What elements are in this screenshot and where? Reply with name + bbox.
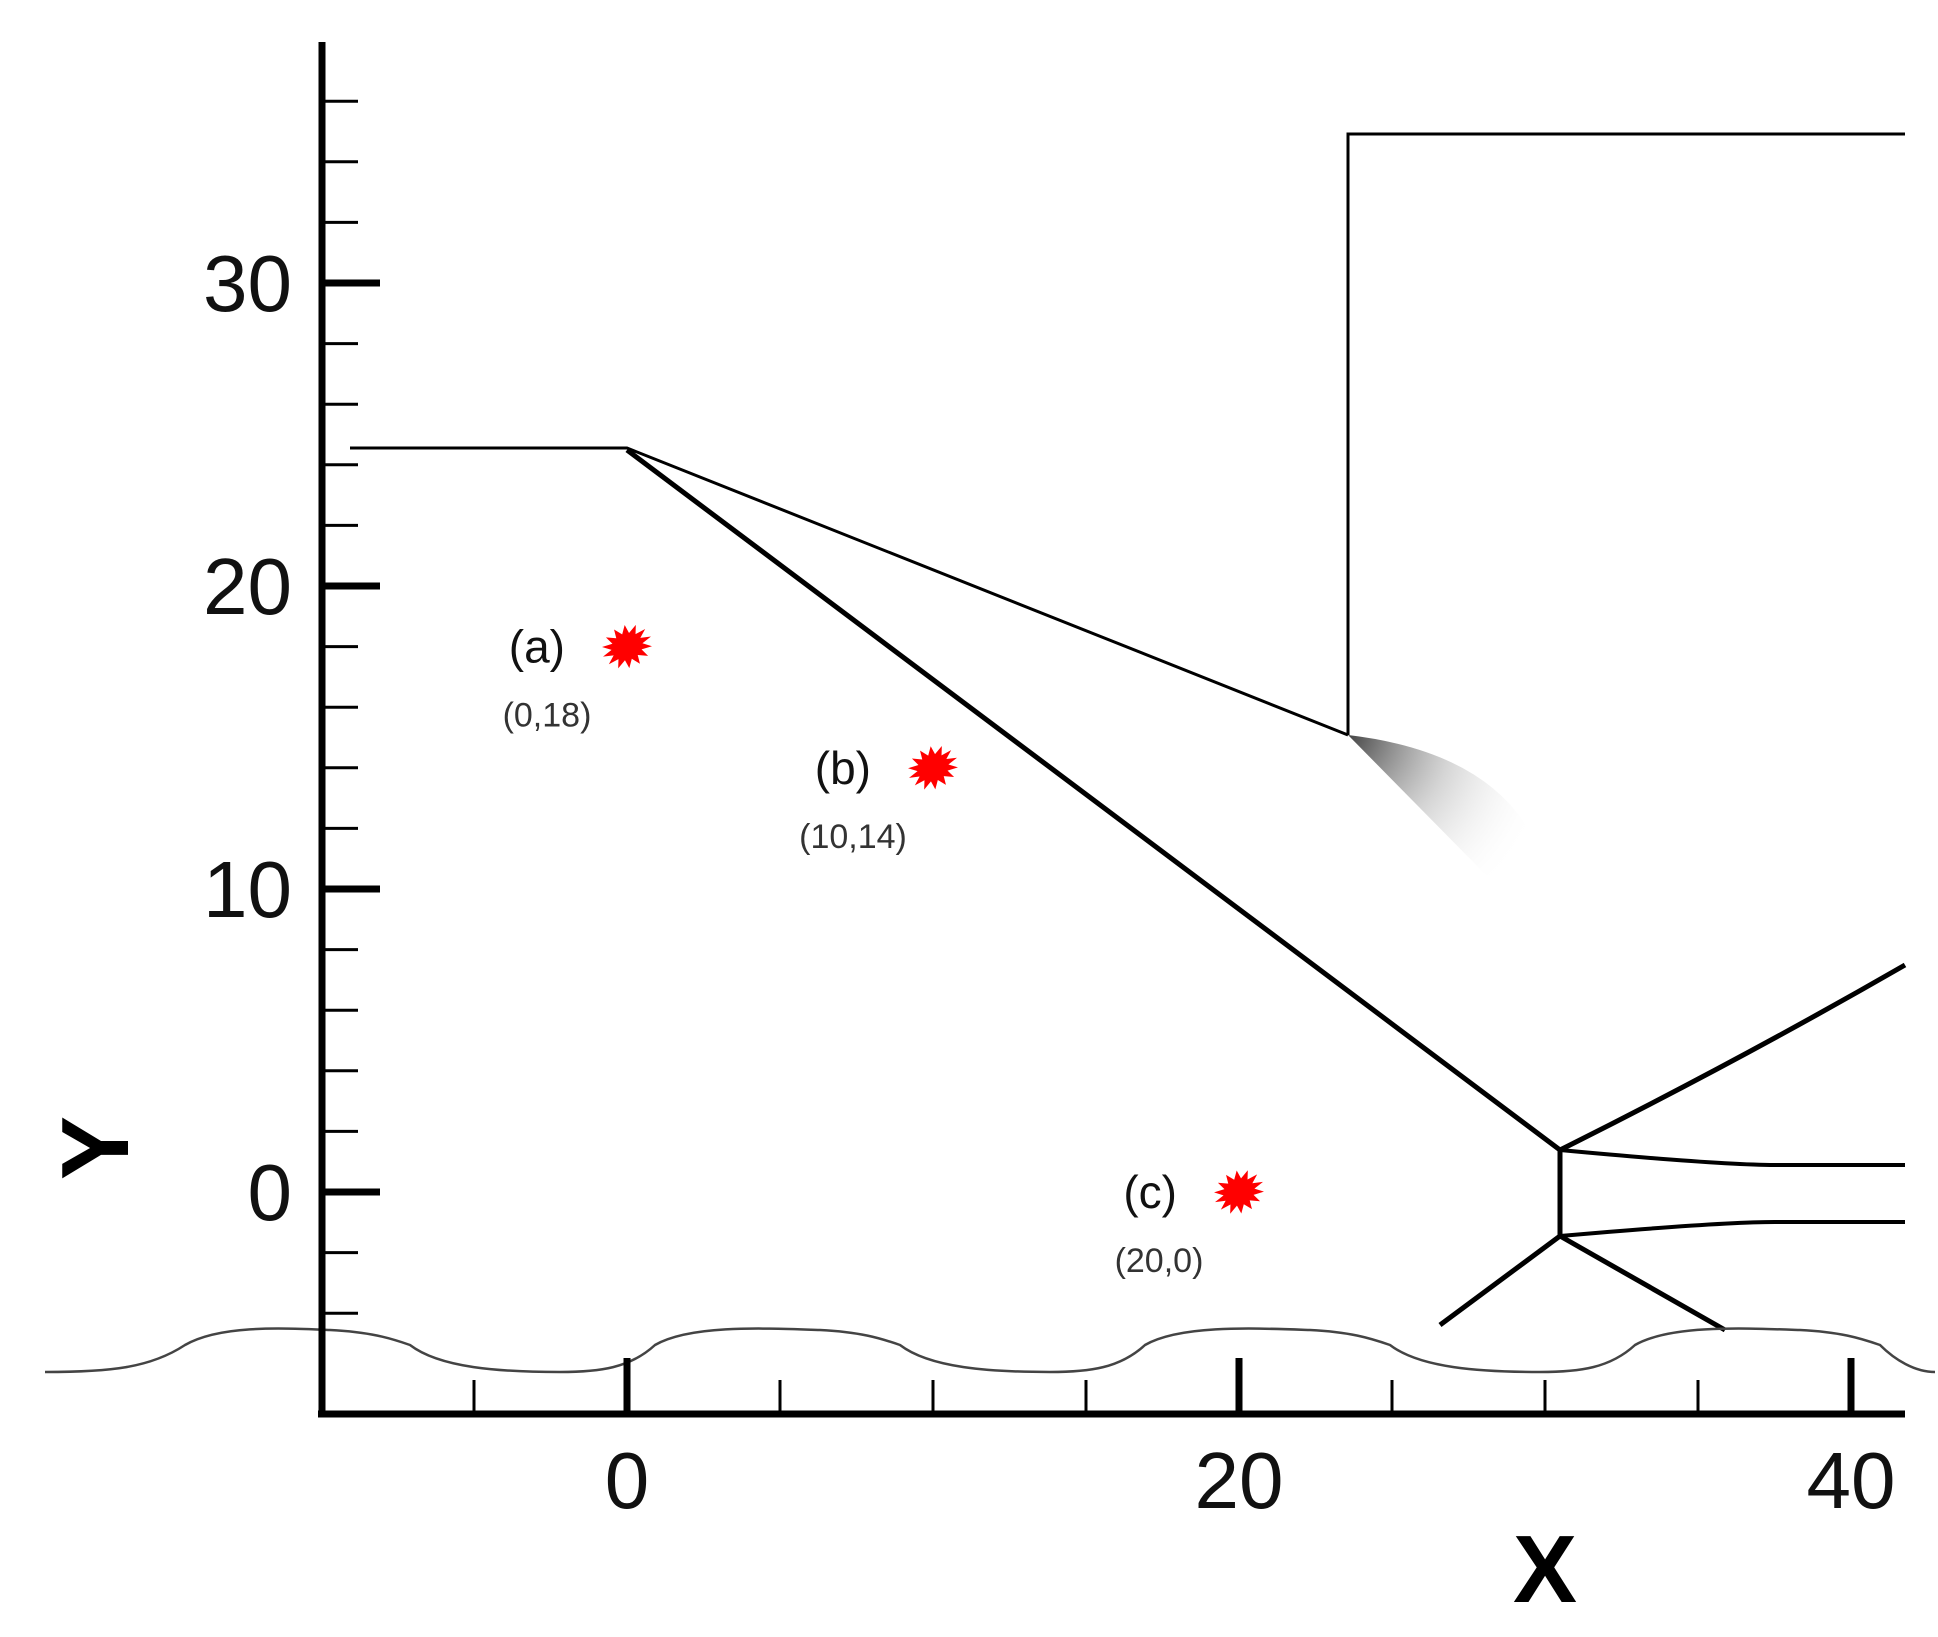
x-tick-label: 20: [1195, 1436, 1284, 1525]
x-axis-title: X: [1513, 1516, 1577, 1623]
y-ticks: [322, 99, 380, 1315]
main-shock-line: [625, 448, 1562, 1152]
point-group: (b) (10,14): [799, 742, 958, 856]
upper-reflected-shock: [1558, 962, 1907, 1153]
upper-wall-line: [350, 446, 1349, 737]
x-tick-label: 40: [1807, 1436, 1896, 1525]
y-tick-label: 30: [203, 239, 292, 328]
point-marker: [908, 746, 958, 790]
cowl-line: [1346, 132, 1905, 735]
point-label: (b): [815, 742, 871, 794]
point-marker: [602, 624, 652, 669]
point-group: (c) (20,0): [1115, 1166, 1264, 1280]
point-label: (c): [1123, 1166, 1177, 1218]
point-group: (a) (0,18): [503, 621, 652, 735]
points: (a) (0,18) (b) (10,14) (c) (20,0): [503, 621, 1264, 1280]
y-tick-label: 10: [203, 845, 292, 934]
axes: [318, 42, 1905, 1418]
point-coord-label: (0,18): [503, 697, 592, 735]
x-ticks: [319, 1358, 1855, 1414]
y-axis-title: Y: [42, 1116, 149, 1180]
point-coord-label: (20,0): [1115, 1242, 1204, 1280]
lower-slip-line: [1559, 1220, 1905, 1238]
y-tick-label: 0: [248, 1148, 293, 1237]
tick-labels: 0 10 20 30 0 20 40: [203, 239, 1895, 1525]
upper-slip-line: [1559, 1148, 1905, 1167]
lower-incident-shock: [1438, 1233, 1562, 1328]
lower-reflected-shock: [1558, 1233, 1727, 1333]
point-marker: [1214, 1170, 1264, 1214]
x-tick-label: 0: [605, 1436, 650, 1525]
expansion-shade: [1348, 735, 1556, 945]
point-label: (a): [509, 621, 565, 673]
geometry-lines: [350, 132, 1907, 1333]
y-tick-label: 20: [203, 542, 292, 631]
wavy-wall: [44, 1327, 1936, 1374]
point-coord-label: (10,14): [799, 818, 907, 856]
